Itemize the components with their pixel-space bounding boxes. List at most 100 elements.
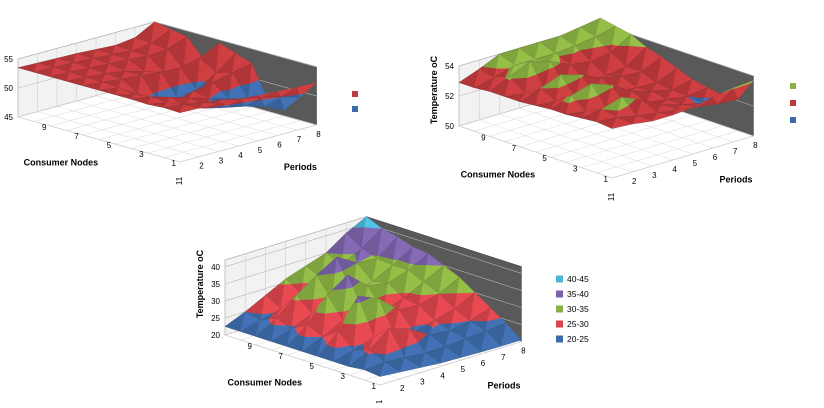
floor-gridline <box>98 102 236 140</box>
surface-facet <box>480 330 502 353</box>
x-tick-label: 1 <box>172 159 177 168</box>
y-tick-label: 7 <box>733 147 738 156</box>
surface-facet <box>158 71 171 92</box>
x-tick-label: 9 <box>42 123 47 132</box>
surface-facet <box>313 274 330 300</box>
y-tick-label: 7 <box>297 135 302 144</box>
z-tick-label: 50 <box>4 84 13 93</box>
legend-swatch <box>556 335 563 343</box>
surface-facet <box>460 338 482 358</box>
surface-facet <box>304 324 324 338</box>
chart-svg: 45505513579112345678Temperature oCConsum… <box>4 21 358 185</box>
surface-facet <box>353 321 375 347</box>
surface-facet <box>440 346 462 364</box>
surface-facet <box>345 274 354 289</box>
surface-facet <box>218 99 239 105</box>
surface-facet <box>611 117 633 129</box>
y-tick-label: 7 <box>501 353 506 362</box>
surface-facet <box>500 322 522 347</box>
floor-gridline <box>566 120 708 163</box>
surface-facet <box>296 82 317 95</box>
x-tick-label: 9 <box>248 342 253 351</box>
y-tick-label: 4 <box>238 151 243 160</box>
surface-facet <box>451 308 471 324</box>
chart-svg: 202530354013579112345678Temperature oCCo… <box>195 216 589 408</box>
y-axis-label: Periods <box>284 162 317 172</box>
legend-label: 20-25 <box>567 334 589 344</box>
floor-gridline <box>147 115 285 154</box>
surface-facet <box>588 83 599 100</box>
surface-facet <box>209 82 222 99</box>
surface-cell-outline <box>363 361 401 377</box>
surface-facet <box>295 294 301 301</box>
surface-facet <box>325 294 339 314</box>
y-tick-label: 8 <box>316 130 321 139</box>
y-tick-label: 8 <box>753 141 758 150</box>
surface-facet <box>692 96 714 108</box>
surface-facet <box>420 281 440 296</box>
floor-gridline <box>163 120 301 158</box>
surface-facet <box>335 331 351 349</box>
x-tick-label: 7 <box>512 144 517 153</box>
legend <box>352 91 358 112</box>
x-tick-label: 3 <box>139 150 144 159</box>
surface <box>17 21 317 113</box>
surface-facet <box>179 104 200 113</box>
surface-facet <box>548 60 555 69</box>
y-tick-label: 6 <box>277 141 282 150</box>
y-tick-label: 3 <box>420 378 425 387</box>
surface-facet <box>672 107 693 116</box>
surface-facet <box>406 328 419 347</box>
y-tick-label: 2 <box>632 177 637 186</box>
surface-facet <box>229 72 241 90</box>
x-tick-label: 3 <box>573 165 578 174</box>
surface-facet <box>399 357 421 373</box>
surface-facet <box>456 276 476 294</box>
legend: 40-45 35-40 30-35 25-30 20-25 <box>556 274 589 344</box>
legend-swatch <box>556 305 563 313</box>
surface-facet <box>274 317 288 326</box>
z-axis-label: Temperature oC <box>429 55 439 124</box>
legend <box>790 83 796 123</box>
x-axis-label: Consumer Nodes <box>24 157 99 167</box>
surface-facet <box>572 45 581 54</box>
legend-swatch <box>556 290 563 298</box>
surface-facet <box>723 87 734 93</box>
surface-facet <box>618 96 629 111</box>
floor-gridline <box>379 341 522 386</box>
surface-facet <box>199 102 220 109</box>
surface-facet <box>334 257 343 274</box>
legend-swatch <box>556 320 563 328</box>
z-tick-label: 45 <box>4 113 13 122</box>
y-tick-label: 5 <box>258 146 263 155</box>
surface-facet <box>284 278 292 285</box>
surface-facet <box>257 91 278 98</box>
surface-facet <box>364 216 383 229</box>
y-axis-label: Periods <box>488 380 521 390</box>
surface-facet <box>379 361 401 377</box>
surface-chart-bottom: 202530354013579112345678Temperature oCCo… <box>190 205 640 408</box>
y-axis-label: Periods <box>720 175 753 185</box>
z-tick-label: 52 <box>445 92 454 101</box>
x-tick-label: 7 <box>74 132 79 141</box>
y-tick-label: 2 <box>199 162 204 171</box>
z-tick-label: 55 <box>4 55 13 64</box>
surface-facet <box>579 74 583 79</box>
legend-label: 30-35 <box>567 304 589 314</box>
y-tick-label: 5 <box>693 159 698 168</box>
y-tick-label: 3 <box>219 156 224 165</box>
surface-facet <box>631 115 653 125</box>
x-tick-label: 5 <box>310 362 315 371</box>
z-tick-label: 35 <box>211 280 220 289</box>
surface-facet <box>249 62 260 84</box>
surface-facet <box>629 34 647 48</box>
x-tick-label-rotated: 11 <box>607 192 616 201</box>
x-axis-label: Consumer Nodes <box>461 169 536 179</box>
legend-label: 25-30 <box>567 319 589 329</box>
surface-facet <box>178 67 192 86</box>
legend-swatch <box>352 106 358 112</box>
x-tick-label-rotated: 11 <box>175 176 184 185</box>
surface-facet <box>368 349 374 355</box>
y-tick-label: 4 <box>440 371 445 380</box>
chart-svg: 50 52 54 1 3 5 7 9 11 2 3 4 5 6 7 8 Temperature oC Consum… <box>429 17 796 201</box>
